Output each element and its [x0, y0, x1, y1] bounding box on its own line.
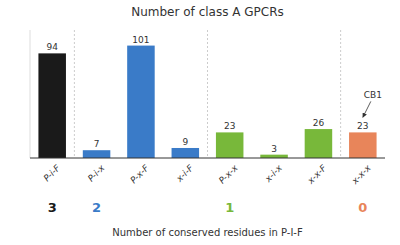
data-label: 101: [132, 35, 149, 45]
annotation: CB1: [364, 90, 382, 100]
group-label: 3: [48, 200, 57, 215]
data-label: 94: [46, 42, 58, 52]
x-tick-label: x-x-x: [349, 162, 373, 186]
y-axis-line: [30, 30, 31, 158]
bars: [38, 46, 376, 158]
bar: [172, 148, 200, 158]
x-axis-label: Number of conserved residues in P-I-F: [112, 227, 303, 238]
title: Number of class A GPCRs: [131, 5, 284, 19]
data-label: 23: [224, 121, 235, 131]
data-label: 9: [182, 137, 188, 147]
x-tick-label: P-i-F: [42, 162, 63, 183]
group-separator: [74, 30, 75, 158]
bar: [260, 155, 288, 158]
group-separator: [340, 30, 341, 158]
bar: [349, 132, 377, 158]
x-tick-label: x-i-x: [262, 162, 284, 184]
group-label: 1: [225, 200, 234, 215]
x-tick-label: x-x-F: [305, 162, 329, 186]
data-label: 26: [313, 118, 325, 128]
x-tick-label: P-x-F: [128, 162, 151, 185]
group-label: 2: [92, 200, 101, 215]
group-separator: [207, 30, 208, 158]
group-label: 0: [358, 200, 367, 215]
x-axis-line: [30, 158, 385, 159]
annotation-arrow: [363, 101, 371, 117]
data-label: 7: [94, 139, 100, 149]
bar: [127, 46, 155, 158]
bar: [83, 150, 111, 158]
x-tick-label: x-i-F: [174, 162, 196, 184]
x-tick-label: P-i-x: [86, 162, 107, 183]
x-tick-label: P-x-x: [217, 162, 240, 185]
chart: Number of class A GPCRs94710192332623P-i…: [0, 0, 400, 245]
bar: [216, 132, 244, 158]
data-label: 23: [357, 121, 368, 131]
bar: [305, 129, 333, 158]
data-label: 3: [271, 144, 277, 154]
bar: [38, 53, 66, 158]
